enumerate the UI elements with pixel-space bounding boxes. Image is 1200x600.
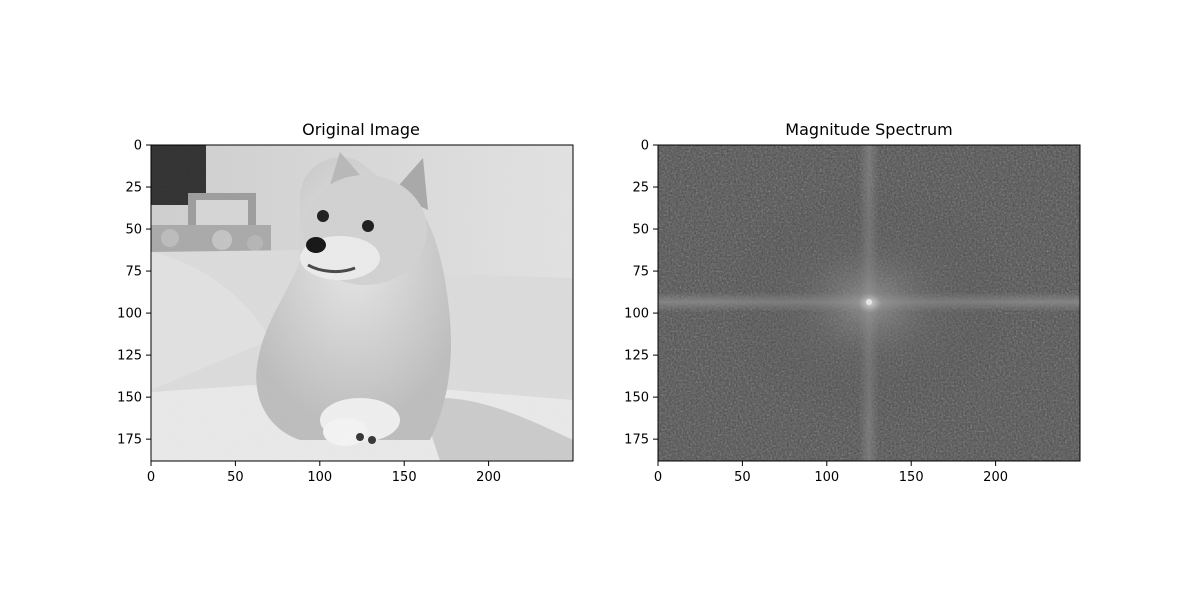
original-image-panel: Original Image xyxy=(117,120,574,485)
panel-title-original: Original Image xyxy=(302,120,420,139)
y-tick-label: 150 xyxy=(624,391,649,406)
y-axis-original: 0 25 50 75 100 125 150 175 xyxy=(117,139,151,448)
x-axis-original: 0 50 100 150 200 xyxy=(147,461,501,485)
y-tick-label: 25 xyxy=(632,181,649,196)
x-tick-label: 150 xyxy=(392,470,417,485)
x-tick-label: 0 xyxy=(147,470,155,485)
x-axis-spectrum: 0 50 100 150 200 xyxy=(654,461,1008,485)
y-tick-label: 50 xyxy=(632,223,649,238)
y-tick-label: 175 xyxy=(624,433,649,448)
x-tick-label: 0 xyxy=(654,470,662,485)
magnitude-spectrum-image xyxy=(658,145,1080,461)
original-image xyxy=(151,145,573,461)
x-tick-label: 200 xyxy=(983,470,1008,485)
x-tick-label: 200 xyxy=(476,470,501,485)
y-tick-label: 25 xyxy=(125,181,142,196)
y-tick-label: 125 xyxy=(117,349,142,364)
y-tick-label: 0 xyxy=(641,139,649,154)
x-tick-label: 100 xyxy=(814,470,839,485)
y-tick-label: 75 xyxy=(125,265,142,280)
panel-title-spectrum: Magnitude Spectrum xyxy=(785,120,952,139)
y-tick-label: 75 xyxy=(632,265,649,280)
y-tick-label: 0 xyxy=(134,139,142,154)
y-tick-label: 100 xyxy=(117,307,142,322)
y-tick-label: 175 xyxy=(117,433,142,448)
x-tick-label: 50 xyxy=(734,470,751,485)
y-tick-label: 150 xyxy=(117,391,142,406)
y-tick-label: 100 xyxy=(624,307,649,322)
y-tick-label: 125 xyxy=(624,349,649,364)
x-tick-label: 150 xyxy=(899,470,924,485)
magnitude-spectrum-panel: Magnitude Spectrum 0 50 100 150 200 0 25 50 75 1… xyxy=(624,120,1081,485)
y-tick-label: 50 xyxy=(125,223,142,238)
x-tick-label: 100 xyxy=(307,470,332,485)
x-tick-label: 50 xyxy=(227,470,244,485)
y-axis-spectrum: 0 25 50 75 100 125 150 175 xyxy=(624,139,658,448)
